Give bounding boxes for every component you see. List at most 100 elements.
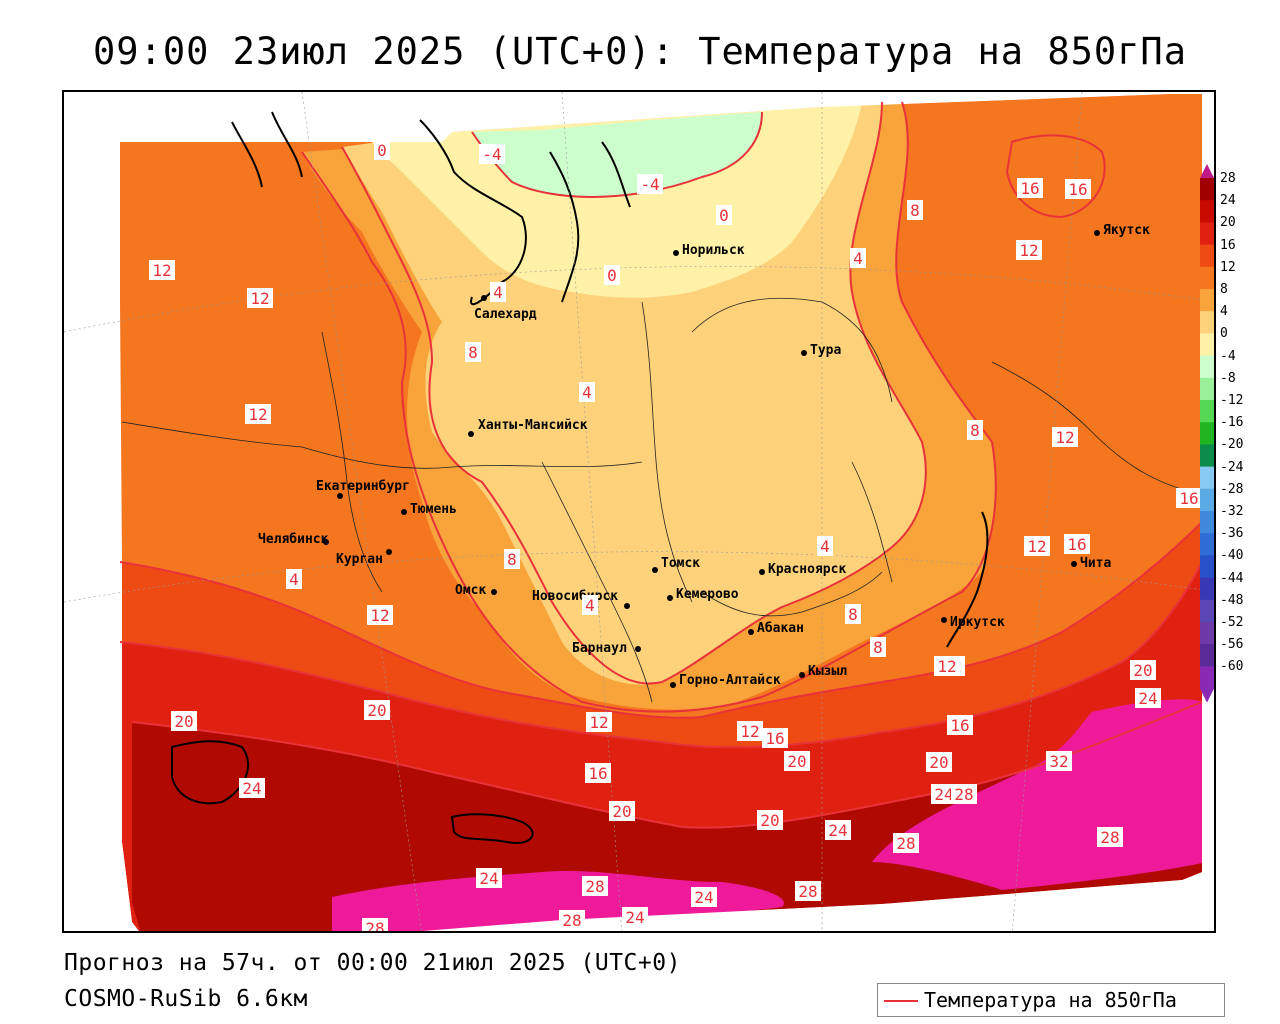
isotherm-label: 24	[828, 821, 847, 840]
city-omsk: Омск	[455, 583, 486, 598]
city-chita: Чита	[1080, 556, 1111, 571]
isotherm-label: 20	[929, 753, 948, 772]
isotherm-label: 24	[242, 779, 261, 798]
isotherm-label: 16	[1179, 489, 1198, 508]
colorbar-segment	[1200, 377, 1214, 401]
isotherm-label: 16	[1068, 180, 1087, 199]
isotherm-label-bg	[286, 569, 302, 589]
isotherms	[119, 101, 1203, 829]
isotherm-label-bg	[817, 536, 833, 556]
map-legend: Температура на 850гПа	[877, 983, 1225, 1017]
isotherm-label-bg	[465, 342, 481, 362]
isotherm-label: 24	[694, 888, 713, 907]
isotherm-label: 28	[954, 785, 973, 804]
isotherm-label-bg	[850, 248, 866, 268]
colorbar-tick-label: -16	[1220, 415, 1244, 431]
isotherm-label-bg	[691, 887, 717, 907]
colorbar-tick-label: -4	[1220, 348, 1236, 364]
isotherm-label: 12	[937, 657, 956, 676]
isotherm-label-bg	[149, 260, 175, 280]
colorbar-svg	[1200, 164, 1214, 703]
colorbar-top-arrow	[1200, 164, 1214, 178]
city-tyumen: Тюмень	[410, 502, 457, 517]
field-28-east	[872, 699, 1212, 890]
colorbar-tick-label: -36	[1220, 526, 1244, 542]
isotherm-label: 0	[607, 266, 617, 285]
admin-borders	[121, 297, 1193, 703]
colorbar-tick-label: -56	[1220, 637, 1244, 653]
isotherm-label: 4	[582, 383, 592, 402]
colorbar-tick-label: 0	[1220, 326, 1228, 342]
isotherm-label-bg	[479, 144, 505, 164]
isotherm-label: 20	[612, 802, 631, 821]
colorbar-tick-label: 24	[1220, 193, 1236, 209]
colorbar-tick-label: -48	[1220, 592, 1244, 608]
isotherm-label: 16	[950, 716, 969, 735]
isotherm-label: 12	[250, 289, 269, 308]
isotherm-label-bg	[784, 751, 810, 771]
isotherm-label: 0	[377, 141, 387, 160]
city-markers: Норильск Салехард Тура Якутск Ханты-Манс…	[258, 223, 1150, 688]
isotherm-label: 8	[910, 201, 920, 220]
isotherm-label: 24	[1138, 689, 1157, 708]
isotherm-label: 12	[370, 606, 389, 625]
isotherm-label-bg	[476, 868, 502, 888]
isotherm-label: 20	[787, 752, 806, 771]
colorbar-tick-label: -28	[1220, 481, 1244, 497]
city-abakan: Абакан	[757, 621, 804, 636]
isotherm-label-bg	[374, 140, 390, 160]
city-yakutsk: Якутск	[1103, 223, 1150, 238]
colorbar-tick-label: -24	[1220, 459, 1244, 475]
isotherm-label-bg	[585, 763, 611, 783]
isotherm-label-bg	[716, 205, 732, 225]
city-kurgan: Курган	[336, 552, 383, 567]
city-tura: Тура	[810, 343, 841, 358]
colorbar-segment	[1200, 400, 1214, 423]
isotherm-label-bg	[1052, 427, 1078, 447]
legend-line-swatch	[884, 1000, 918, 1002]
graticule	[64, 92, 1214, 931]
forecast-info: Прогноз на 57ч. от 00:00 21июл 2025 (UTC…	[64, 950, 681, 976]
isotherm-label-bg	[947, 715, 973, 735]
isotherm-label-bg	[362, 918, 388, 931]
isotherm-label: 12	[589, 713, 608, 732]
city-barnaul: Барнаул	[572, 641, 627, 656]
isotherm-label: 16	[588, 764, 607, 783]
isotherm-label: 28	[365, 919, 384, 933]
isotherm-label: 20	[760, 811, 779, 830]
isotherm-label-bg	[622, 907, 648, 927]
colorbar-segment	[1200, 222, 1214, 246]
colorbar-tick-label: -40	[1220, 548, 1244, 564]
isotherm-label: 12	[1055, 428, 1074, 447]
isotherm-label: 24	[934, 785, 953, 804]
isotherm-label: 28	[562, 911, 581, 930]
city-krasnoyarsk: Красноярск	[768, 562, 846, 577]
isotherm-label: 4	[853, 249, 863, 268]
isotherm-label-bg	[762, 728, 788, 748]
outside-domain-north	[64, 92, 1214, 142]
colorbar-segment	[1200, 444, 1214, 468]
isotherm-label-bg	[504, 549, 520, 569]
isotherm-label-bg	[907, 200, 923, 220]
colorbar-segment	[1200, 200, 1214, 223]
isotherm-label-bg	[967, 420, 983, 440]
city-chelyabinsk: Челябинск	[258, 532, 329, 547]
colorbar-tick-label: -52	[1220, 615, 1244, 630]
colorbar	[1200, 164, 1214, 703]
isotherm-labels: 0-4-400484121212848121616121616128812481…	[149, 140, 1202, 933]
colorbar-segment	[1200, 244, 1214, 268]
colorbar-segment	[1200, 666, 1214, 690]
colorbar-segment	[1200, 466, 1214, 490]
legend-label: Температура на 850гПа	[924, 988, 1177, 1012]
temperature-field: Норильск Салехард Тура Якутск Ханты-Манс…	[64, 92, 1214, 933]
colorbar-segment	[1200, 555, 1214, 579]
isotherm-label: 4	[585, 596, 595, 615]
colorbar-tick-label: -8	[1220, 370, 1236, 386]
city-ekaterinburg: Екатеринбург	[316, 479, 410, 494]
isotherm-label-bg	[825, 820, 851, 840]
isotherm-label: 24	[625, 908, 644, 927]
isotherm-label-bg	[870, 637, 886, 657]
colorbar-segment	[1200, 422, 1214, 445]
isotherm-label: -4	[482, 145, 501, 164]
city-salekhard: Салехард	[474, 307, 537, 322]
